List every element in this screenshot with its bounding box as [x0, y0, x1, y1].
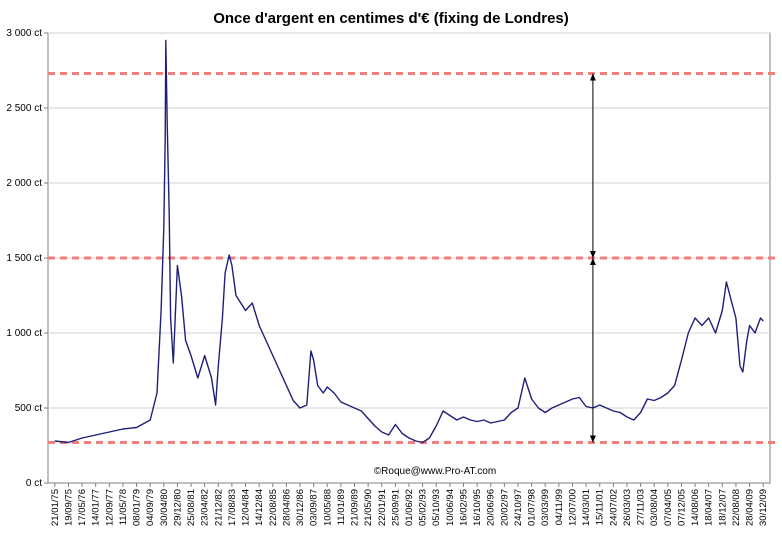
x-tick-label: 23/04/82 [200, 489, 211, 526]
x-tick-label: 01/07/98 [527, 489, 538, 526]
x-tick-label: 22/01/91 [377, 489, 388, 526]
x-tick-label: 14/01/77 [91, 489, 102, 526]
x-tick-label: 11/05/78 [118, 489, 129, 525]
x-tick-label: 25/08/81 [186, 489, 197, 526]
x-tick-label: 10/05/88 [322, 489, 333, 526]
x-tick-label: 14/12/84 [254, 489, 265, 526]
watermark: ©Roque@www.Pro-AT.com [374, 466, 496, 477]
x-tick-label: 22/08/08 [731, 489, 742, 526]
x-tick-label: 20/02/97 [499, 489, 510, 526]
x-tick-label: 03/09/87 [309, 489, 320, 526]
y-tick-label: 3 000 ct [6, 28, 42, 39]
arrow-head [589, 435, 596, 443]
x-tick-label: 21/09/89 [350, 489, 361, 526]
x-tick-label: 21/12/82 [213, 489, 224, 526]
x-tick-label: 08/01/79 [132, 489, 143, 526]
x-tick-label: 24/10/97 [513, 489, 524, 526]
x-tick-label: 26/03/03 [622, 489, 633, 526]
x-tick-label: 16/10/95 [472, 489, 483, 526]
y-tick-label: 1 500 ct [6, 253, 42, 264]
y-tick-label: 2 500 ct [6, 103, 42, 114]
x-tick-label: 10/06/94 [445, 489, 456, 526]
x-tick-label: 24/07/02 [608, 489, 619, 526]
x-tick-label: 17/05/76 [77, 489, 88, 526]
y-tick-label: 0 ct [26, 478, 42, 489]
x-tick-label: 15/11/01 [595, 489, 606, 525]
x-tick-label: 21/05/90 [363, 489, 374, 526]
x-tick-label: 14/03/01 [581, 489, 592, 526]
x-tick-label: 29/12/80 [172, 489, 183, 526]
x-tick-label: 12/09/77 [104, 489, 115, 526]
x-tick-label: 27/11/03 [636, 489, 647, 525]
x-tick-label: 07/12/05 [676, 489, 687, 526]
x-tick-label: 17/08/83 [227, 489, 238, 526]
x-tick-label: 20/06/96 [486, 489, 497, 526]
x-tick-label: 12/04/84 [241, 489, 252, 526]
x-tick-label: 28/04/86 [281, 489, 292, 526]
series-line [54, 39, 764, 444]
x-tick-label: 21/01/75 [50, 489, 61, 526]
x-tick-label: 12/07/00 [567, 489, 578, 526]
x-tick-label: 05/02/93 [418, 489, 429, 526]
x-tick-label: 11/01/89 [336, 489, 347, 525]
x-tick-label: 28/04/09 [745, 489, 756, 526]
x-tick-label: 04/11/99 [554, 489, 565, 525]
x-tick-label: 22/08/85 [268, 489, 279, 526]
x-tick-label: 01/06/92 [404, 489, 415, 526]
x-tick-label: 30/12/09 [758, 489, 769, 526]
x-tick-label: 16/02/95 [458, 489, 469, 526]
y-tick-label: 2 000 ct [6, 178, 42, 189]
x-tick-label: 18/12/07 [717, 489, 728, 526]
arrow-head [589, 251, 596, 258]
x-tick-label: 03/03/99 [540, 489, 551, 526]
x-tick-label: 18/04/07 [704, 489, 715, 526]
x-tick-label: 03/08/04 [649, 489, 660, 526]
y-tick-label: 1 000 ct [6, 328, 42, 339]
x-tick-label: 04/09/79 [145, 489, 156, 526]
y-tick-label: 500 ct [15, 403, 42, 414]
x-tick-label: 19/09/75 [63, 489, 74, 526]
x-tick-label: 14/08/06 [690, 489, 701, 526]
arrow-head [589, 258, 596, 265]
x-tick-label: 30/04/80 [159, 489, 170, 526]
x-tick-label: 30/12/86 [295, 489, 306, 526]
x-tick-label: 07/04/05 [663, 489, 674, 526]
chart-title: Once d'argent en centimes d'€ (fixing de… [213, 10, 569, 27]
arrow-head [589, 73, 596, 81]
x-tick-label: 05/10/93 [431, 489, 442, 526]
x-tick-label: 25/09/91 [390, 489, 401, 526]
